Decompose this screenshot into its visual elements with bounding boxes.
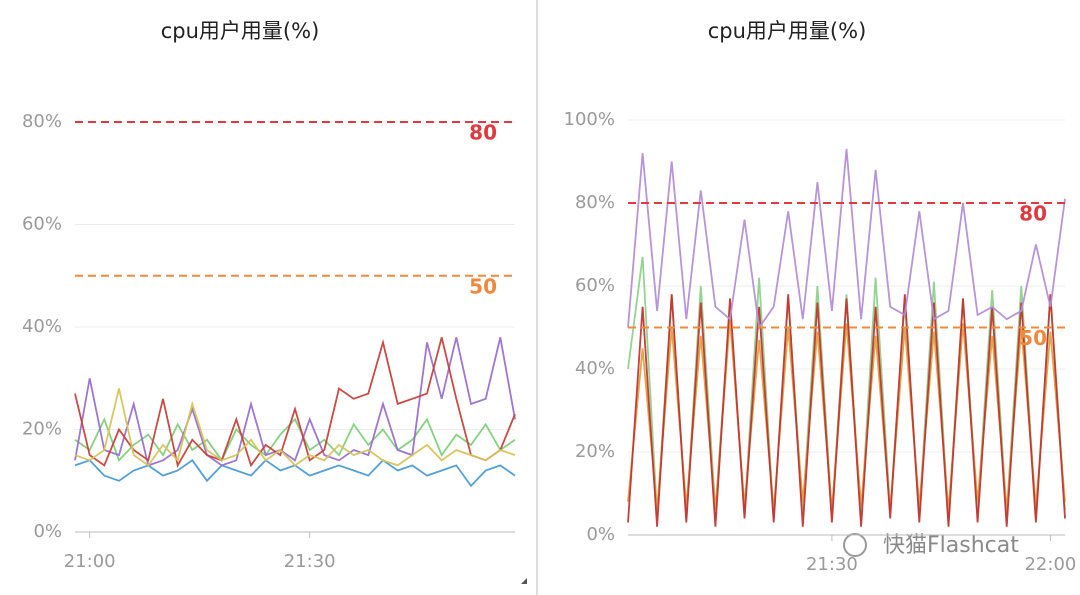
threshold-label: 50 xyxy=(469,274,497,298)
threshold-label: 80 xyxy=(469,121,497,145)
resize-handle xyxy=(521,578,527,584)
y-tick-label: 40% xyxy=(575,358,615,379)
chart-title: cpu用户用量(%) xyxy=(161,19,320,43)
x-tick-label: 21:00 xyxy=(64,551,116,572)
x-tick-label: 21:30 xyxy=(806,554,858,575)
watermark-icon xyxy=(843,533,867,557)
series-line xyxy=(627,319,1066,511)
y-tick-label: 40% xyxy=(22,316,62,337)
x-tick-label: 22:00 xyxy=(1024,554,1076,575)
series-line xyxy=(74,416,516,463)
y-tick-label: 0% xyxy=(33,521,62,542)
watermark: 快猫Flashcat xyxy=(883,533,1019,558)
y-tick-label: 80% xyxy=(22,111,62,132)
y-tick-label: 20% xyxy=(22,419,62,440)
series-line xyxy=(627,256,1066,519)
series-line xyxy=(627,148,1066,330)
series-line xyxy=(74,337,516,468)
y-tick-label: 100% xyxy=(564,109,615,130)
x-tick-label: 21:30 xyxy=(284,551,336,572)
series-line xyxy=(74,388,516,467)
chart-title: cpu用户用量(%) xyxy=(708,19,867,43)
threshold-label: 50 xyxy=(1019,326,1047,350)
y-tick-label: 20% xyxy=(575,441,615,462)
y-tick-label: 60% xyxy=(575,275,615,296)
y-tick-label: 60% xyxy=(22,214,62,235)
y-tick-label: 80% xyxy=(575,192,615,213)
threshold-label: 80 xyxy=(1019,202,1047,226)
y-tick-label: 0% xyxy=(586,524,615,545)
